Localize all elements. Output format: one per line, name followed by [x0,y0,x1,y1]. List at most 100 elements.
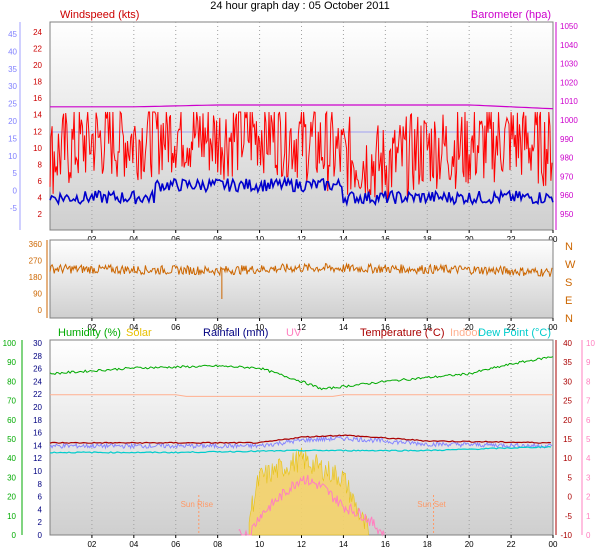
compass-label: N [565,241,573,253]
uv-tick-label: 1 [586,512,591,521]
barometer-tick-label: 1010 [560,97,578,106]
barometer-tick-label: 960 [560,191,574,200]
barometer-tick-label: 970 [560,172,574,181]
rainfall-tick-label: 14 [33,441,42,450]
wind-outer-tick-label: 5 [13,169,18,178]
barometer-tick-label: 980 [560,154,574,163]
panel-temperature-x-tick-label: 02 [87,540,96,549]
temperature-tick-label: -10 [560,531,572,540]
uv-tick-label: 7 [586,397,591,406]
indoor-axis-label: Indoor [450,327,482,339]
wind-inner-tick-label: 12 [33,127,42,136]
panel-temperature-x-tick-label: 12 [297,540,306,549]
rainfall-tick-label: 30 [33,339,42,348]
panel-temperature-x-tick-label: 08 [213,540,222,549]
wind-outer-tick-label: 30 [8,82,17,91]
barometer-tick-label: 1020 [560,78,578,87]
rainfall-tick-label: 16 [33,429,42,438]
humidity-tick-label: 50 [7,435,16,444]
barometer-tick-label: 1050 [560,22,578,31]
wind-inner-tick-label: 16 [33,94,42,103]
panel-temperature-x-tick-label: 16 [381,540,390,549]
panel-temperature-x-tick-label: 00 [549,540,558,549]
direction-tick-label: 270 [29,257,43,266]
wind-outer-tick-label: 25 [8,100,17,109]
barometer-tick-label: 990 [560,135,574,144]
wind-outer-tick-label: 0 [13,187,18,196]
wind-inner-tick-label: 6 [38,177,43,186]
uv-tick-label: 5 [586,435,591,444]
rainfall-tick-label: 22 [33,390,42,399]
windspeed-line [49,110,553,200]
chart-title: 24 hour graph day : 05 October 2011 [210,0,390,12]
wind-inner-tick-label: 2 [38,210,43,219]
direction-tick-label: 180 [29,273,43,282]
uv-axis-label: UV [286,327,302,339]
panel-direction-x-tick-label: 18 [423,323,432,332]
uv-tick-label: 0 [586,531,591,540]
panel-direction-plot-area [49,239,554,319]
sunrise-label: Sun Rise [181,500,214,509]
wind-outer-tick-label: 20 [8,117,17,126]
wind-outer-tick-label: -5 [10,204,18,213]
rainfall-tick-label: 12 [33,454,42,463]
temperature-axis-label: Temperature (°C) [360,327,444,339]
rainfall-tick-label: 28 [33,352,42,361]
panel-direction-x-tick-label: 06 [171,323,180,332]
humidity-line [49,356,554,391]
compass-label: E [565,295,572,307]
wind-inner-tick-label: 22 [33,45,42,54]
panel-direction-x-tick-label: 04 [129,323,138,332]
compass-label: S [565,277,572,289]
humidity-tick-label: 60 [7,416,16,425]
humidity-tick-label: 10 [7,512,16,521]
barometer-tick-label: 1040 [560,41,578,50]
panel-direction-x-tick-label: 02 [87,323,96,332]
wind-inner-tick-label: 20 [33,61,42,70]
humidity-tick-label: 20 [7,493,16,502]
temperature-tick-label: 5 [568,473,573,482]
rainfall-tick-label: 24 [33,377,42,386]
barometer-tick-label: 1000 [560,116,578,125]
humidity-tick-label: 80 [7,377,16,386]
solar-area [248,447,369,536]
humidity-tick-label: 40 [7,454,16,463]
panel-temperature-x-tick-label: 14 [339,540,348,549]
uv-tick-label: 6 [586,416,591,425]
wind-outer-tick-label: 15 [8,134,17,143]
temperature-tick-label: 30 [563,377,572,386]
barometer-tick-label: 950 [560,210,574,219]
rainfall-tick-label: 18 [33,416,42,425]
panel-temperature-x-tick-label: 04 [129,540,138,549]
temperature-tick-label: 35 [563,358,572,367]
compass-label: W [565,259,576,271]
wind-inner-tick-label: 24 [33,28,42,37]
humidity-axis-label: Humidity (%) [58,327,121,339]
humidity-tick-label: 70 [7,397,16,406]
panel-direction-x-tick-label: 08 [213,323,222,332]
sunset-label: Sun Set [417,500,446,509]
barometer-line [50,104,554,110]
humidity-tick-label: 0 [12,531,17,540]
temperature-tick-label: -5 [565,512,573,521]
panel-direction-x-tick-label: 12 [297,323,306,332]
panel-direction-x-tick-label: 16 [381,323,390,332]
temperature-tick-label: 25 [563,397,572,406]
wind-inner-tick-label: 8 [38,160,43,169]
wind-inner-tick-label: 4 [38,193,43,202]
rainfall-tick-label: 4 [38,505,43,514]
uv-tick-label: 3 [586,473,591,482]
uv-tick-label: 8 [586,377,591,386]
direction-tick-label: 0 [38,306,43,315]
wind-outer-tick-label: 35 [8,65,17,74]
wind-outer-tick-label: 10 [8,152,17,161]
panel-direction-x-tick-label: 14 [339,323,348,332]
panel-direction-x-tick-label: 10 [255,323,264,332]
panel-temperature-x-tick-label: 22 [507,540,516,549]
panel-direction-x-tick-label: 00 [549,323,558,332]
humidity-tick-label: 90 [7,358,16,367]
wind-inner-tick-label: 10 [33,144,42,153]
temperature-tick-label: 10 [563,454,572,463]
uv-tick-label: 10 [586,339,595,348]
temperature-tick-label: 20 [563,416,572,425]
